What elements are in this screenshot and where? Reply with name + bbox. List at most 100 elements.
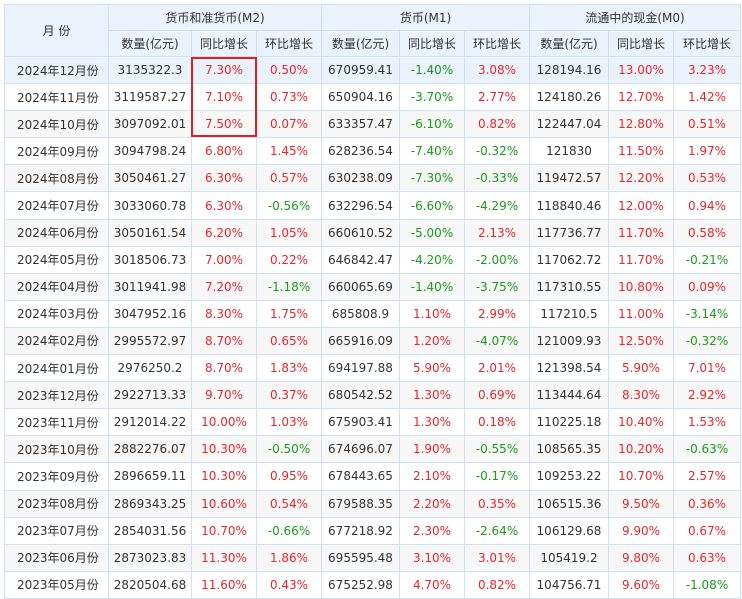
- m1-amount-cell: 650904.16: [321, 83, 400, 112]
- m0-amount-cell: 105419.2: [529, 543, 609, 572]
- table-row: 2023年06月份 2873023.83 11.30% 1.86% 695595.48 3…: [4, 543, 741, 572]
- m2-amount-cell: 2873023.83: [108, 543, 192, 572]
- month-cell: 2024年05月份: [4, 245, 109, 274]
- m2-mom-cell: 0.95%: [256, 462, 322, 491]
- m2-mom-cell: 0.43%: [256, 570, 322, 599]
- m1-amount-cell: 677218.92: [321, 516, 400, 545]
- m2-yoy-cell: 9.70%: [191, 381, 257, 410]
- m1-amount-cell: 695595.48: [321, 543, 400, 572]
- m1-mom-cell: -4.29%: [464, 191, 530, 220]
- m2-amount-cell: 3094798.24: [108, 137, 192, 166]
- m0-yoy-cell: 12.20%: [608, 164, 674, 193]
- m0-mom-cell: 7.01%: [673, 354, 741, 383]
- table-row: 2024年02月份 2995572.97 8.70% 0.65% 665916.09 1.…: [4, 326, 741, 356]
- m2-amount-cell: 2995572.97: [108, 326, 192, 356]
- table-row: 2023年11月份 2912014.22 10.00% 1.03% 675903.41 1…: [4, 408, 741, 437]
- m0-yoy-cell: 9.80%: [608, 543, 674, 572]
- m1-yoy-cell: -4.20%: [399, 245, 465, 274]
- m2-yoy-cell: 7.30%: [191, 55, 257, 85]
- m0-amount-cell: 117062.72: [529, 245, 609, 274]
- month-cell: 2024年09月份: [4, 137, 109, 166]
- m2-mom-cell: 0.07%: [256, 110, 322, 139]
- month-cell: 2023年08月份: [4, 489, 109, 518]
- table-row: 2024年04月份 3011941.98 7.20% -1.18% 660065.69-…: [4, 272, 741, 301]
- m0-mom-cell: 3.23%: [673, 55, 741, 85]
- table-row: 2024年07月份 3033060.78 6.30% -0.56% 632296.54-…: [4, 191, 741, 220]
- m2-yoy-cell: 7.10%: [191, 83, 257, 112]
- m1-yoy-cell: 1.20%: [399, 326, 465, 356]
- m0-mom-cell: -1.08%: [673, 570, 741, 599]
- table-row: 2024年10月份 3097092.01 7.50% 0.07% 633357.47 -6…: [4, 110, 741, 139]
- m1-mom-header: 环比增长: [464, 30, 530, 57]
- m1-mom-cell: -3.75%: [464, 272, 530, 301]
- m0-mom-cell: 1.97%: [673, 137, 741, 166]
- m1-yoy-cell: -6.60%: [399, 191, 465, 220]
- m1-amount-cell: 670959.41: [321, 55, 400, 85]
- m1-amount-cell: 680542.52: [321, 381, 400, 410]
- table-body: 2024年12月份 3135322.3 7.30% 0.50% 670959.41 -1.…: [4, 55, 741, 599]
- m2-yoy-cell: 7.00%: [191, 245, 257, 274]
- m1-mom-cell: 0.18%: [464, 408, 530, 437]
- m0-yoy-cell: 10.20%: [608, 435, 674, 464]
- m2-yoy-cell: 6.30%: [191, 191, 257, 220]
- m0-yoy-cell: 13.00%: [608, 55, 674, 85]
- m0-mom-cell: 0.51%: [673, 110, 741, 139]
- month-cell: 2024年07月份: [4, 191, 109, 220]
- m1-amount-cell: 674696.07: [321, 435, 400, 464]
- m0-mom-cell: 2.92%: [673, 381, 741, 410]
- m2-amount-cell: 3119587.27: [108, 83, 192, 112]
- m1-mom-cell: 2.99%: [464, 299, 530, 328]
- m1-mom-cell: 0.82%: [464, 570, 530, 599]
- m2-yoy-cell: 7.50%: [191, 110, 257, 139]
- month-cell: 2024年12月份: [4, 55, 109, 85]
- m2-amount-cell: 2854031.56: [108, 516, 192, 545]
- m1-amount-header: 数量(亿元): [321, 30, 400, 57]
- m0-yoy-cell: 9.90%: [608, 516, 674, 545]
- m2-group-header: 货币和准货币(M2): [108, 4, 322, 31]
- month-cell: 2024年04月份: [4, 272, 109, 301]
- m1-yoy-cell: -7.30%: [399, 164, 465, 193]
- table-row: 2023年12月份 2922713.33 9.70% 0.37% 680542.52 1.…: [4, 381, 741, 410]
- m2-amount-cell: 3011941.98: [108, 272, 192, 301]
- m2-mom-cell: 0.65%: [256, 326, 322, 356]
- m0-group-header: 流通中的现金(M0): [529, 4, 741, 31]
- m1-amount-cell: 678443.65: [321, 462, 400, 491]
- m0-mom-cell: -0.32%: [673, 326, 741, 356]
- month-cell: 2023年07月份: [4, 516, 109, 545]
- month-cell: 2024年10月份: [4, 110, 109, 139]
- m1-mom-cell: -0.17%: [464, 462, 530, 491]
- m2-yoy-cell: 10.70%: [191, 516, 257, 545]
- m2-amount-cell: 3050161.54: [108, 218, 192, 247]
- month-cell: 2023年11月份: [4, 408, 109, 437]
- m2-mom-cell: 0.37%: [256, 381, 322, 410]
- m0-amount-cell: 122447.04: [529, 110, 609, 139]
- table-row: 2024年11月份 3119587.27 7.10% 0.73% 650904.16 -3…: [4, 83, 741, 112]
- m0-yoy-cell: 10.70%: [608, 462, 674, 491]
- m0-amount-cell: 104756.71: [529, 570, 609, 599]
- m0-yoy-cell: 12.00%: [608, 191, 674, 220]
- m0-mom-cell: -0.21%: [673, 245, 741, 274]
- m2-yoy-cell: 10.60%: [191, 489, 257, 518]
- m1-amount-cell: 632296.54: [321, 191, 400, 220]
- month-cell: 2024年03月份: [4, 299, 109, 328]
- m1-yoy-header: 同比增长: [399, 30, 465, 57]
- table-row: 2023年07月份 2854031.56 10.70% -0.66% 677218.92…: [4, 516, 741, 545]
- m2-mom-cell: 1.86%: [256, 543, 322, 572]
- m1-amount-cell: 675903.41: [321, 408, 400, 437]
- m1-amount-cell: 685808.9: [321, 299, 400, 328]
- m2-amount-cell: 2922713.33: [108, 381, 192, 410]
- m0-mom-cell: 0.94%: [673, 191, 741, 220]
- m0-amount-cell: 124180.26: [529, 83, 609, 112]
- table-row: 2023年05月份 2820504.68 11.60% 0.43% 675252.98 4…: [4, 570, 741, 599]
- m2-amount-header: 数量(亿元): [108, 30, 192, 57]
- m1-yoy-cell: -6.10%: [399, 110, 465, 139]
- m0-amount-cell: 119472.57: [529, 164, 609, 193]
- m0-mom-cell: 1.53%: [673, 408, 741, 437]
- m1-amount-cell: 694197.88: [321, 354, 400, 383]
- m0-mom-cell: 0.63%: [673, 543, 741, 572]
- m0-amount-cell: 121830: [529, 137, 609, 166]
- month-cell: 2023年10月份: [4, 435, 109, 464]
- m1-amount-cell: 646842.47: [321, 245, 400, 274]
- table-row: 2024年12月份 3135322.3 7.30% 0.50% 670959.41 -1.…: [4, 55, 741, 85]
- m2-yoy-cell: 8.70%: [191, 326, 257, 356]
